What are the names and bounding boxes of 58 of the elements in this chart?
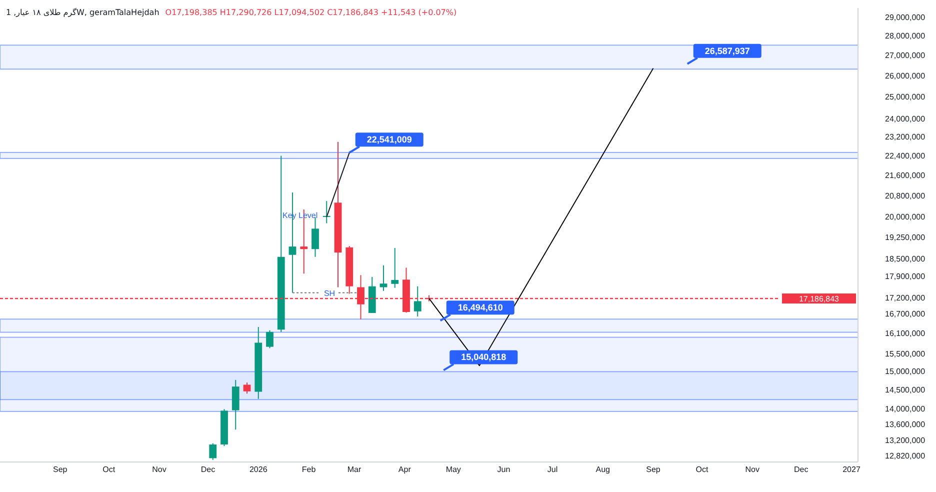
x-tick-label: Sep <box>53 465 68 474</box>
annotation: SH <box>324 288 336 298</box>
candlestick <box>312 216 319 258</box>
x-tick-label: Dec <box>794 465 808 474</box>
y-tick-label: 27,000,000 <box>885 51 926 60</box>
y-tick-label: 22,400,000 <box>885 152 926 161</box>
x-tick-label: Nov <box>152 465 166 474</box>
chart-title: گرم طلای ۱۸ عیار, 1W, geramTalaHejdah <box>6 7 160 17</box>
y-tick-label: 17,200,000 <box>885 294 926 303</box>
x-tick-label: Sep <box>646 465 661 474</box>
x-tick-label: Dec <box>200 465 216 474</box>
annotation: 22,541,009 <box>366 134 412 145</box>
y-tick-label: 14,000,000 <box>885 404 926 414</box>
y-tick-label: 29,000,000 <box>885 12 926 22</box>
x-tick-label: 2027 <box>842 465 861 474</box>
x-tick-label: Apr <box>398 465 412 474</box>
x-tick-label: Feb <box>302 465 316 474</box>
annotation: 16,494,610 <box>458 302 503 313</box>
y-tick-label: 23,200,000 <box>885 132 926 142</box>
y-tick-label: 24,000,000 <box>885 114 926 124</box>
y-tick-label: 17,900,000 <box>885 272 926 282</box>
x-tick-label: May <box>446 465 461 474</box>
price-tag: 17,186,843 <box>782 293 856 304</box>
chart-subtitle: O17,198,385 H17,290,726 L17,094,502 C17,186,843 +11,543 (+0.07%) <box>165 8 457 17</box>
x-tick-label: Aug <box>596 465 610 474</box>
y-tick-label: 19,250,000 <box>885 233 926 242</box>
x-tick-label: Oct <box>696 465 709 474</box>
y-tick-label: 26,000,000 <box>885 71 926 80</box>
x-tick-label: Jul <box>547 465 558 474</box>
y-tick-label: 18,500,000 <box>885 254 926 264</box>
y-tick-label: 14,500,000 <box>885 385 926 394</box>
x-tick-label: Nov <box>745 465 760 474</box>
y-tick-label: 13,600,000 <box>885 420 926 429</box>
x-tick-label: 2026 <box>249 465 268 474</box>
y-tick-label: 16,100,000 <box>885 329 926 338</box>
y-tick-label: 12,820,000 <box>885 452 926 461</box>
candlestick <box>243 382 251 394</box>
y-tick-label: 15,500,000 <box>885 350 926 359</box>
y-tick-label: 21,600,000 <box>885 171 926 180</box>
y-tick-label: 13,200,000 <box>885 436 926 445</box>
y-tick-label: 25,000,000 <box>885 92 926 102</box>
x-tick-label: Jun <box>497 465 510 474</box>
y-tick-label: 20,000,000 <box>885 212 926 222</box>
candlestick <box>391 247 399 288</box>
y-tick-label: 20,800,000 <box>885 191 926 200</box>
candlestick <box>209 442 217 460</box>
candlestick <box>380 264 388 292</box>
annotation: 26,587,937 <box>704 46 750 56</box>
x-tick-label: Oct <box>102 465 116 474</box>
y-tick-label: 16,700,000 <box>885 309 926 318</box>
candlestick <box>414 286 422 318</box>
annotation: 15,040,818 <box>461 352 506 362</box>
x-tick-label: Mar <box>347 465 362 474</box>
candlestick <box>266 330 274 349</box>
ref-line-label: 17,186,843 <box>798 294 840 304</box>
y-tick-label: 15,000,000 <box>885 367 926 376</box>
candlestick <box>232 379 240 430</box>
y-tick-label: 28,000,000 <box>885 32 926 41</box>
